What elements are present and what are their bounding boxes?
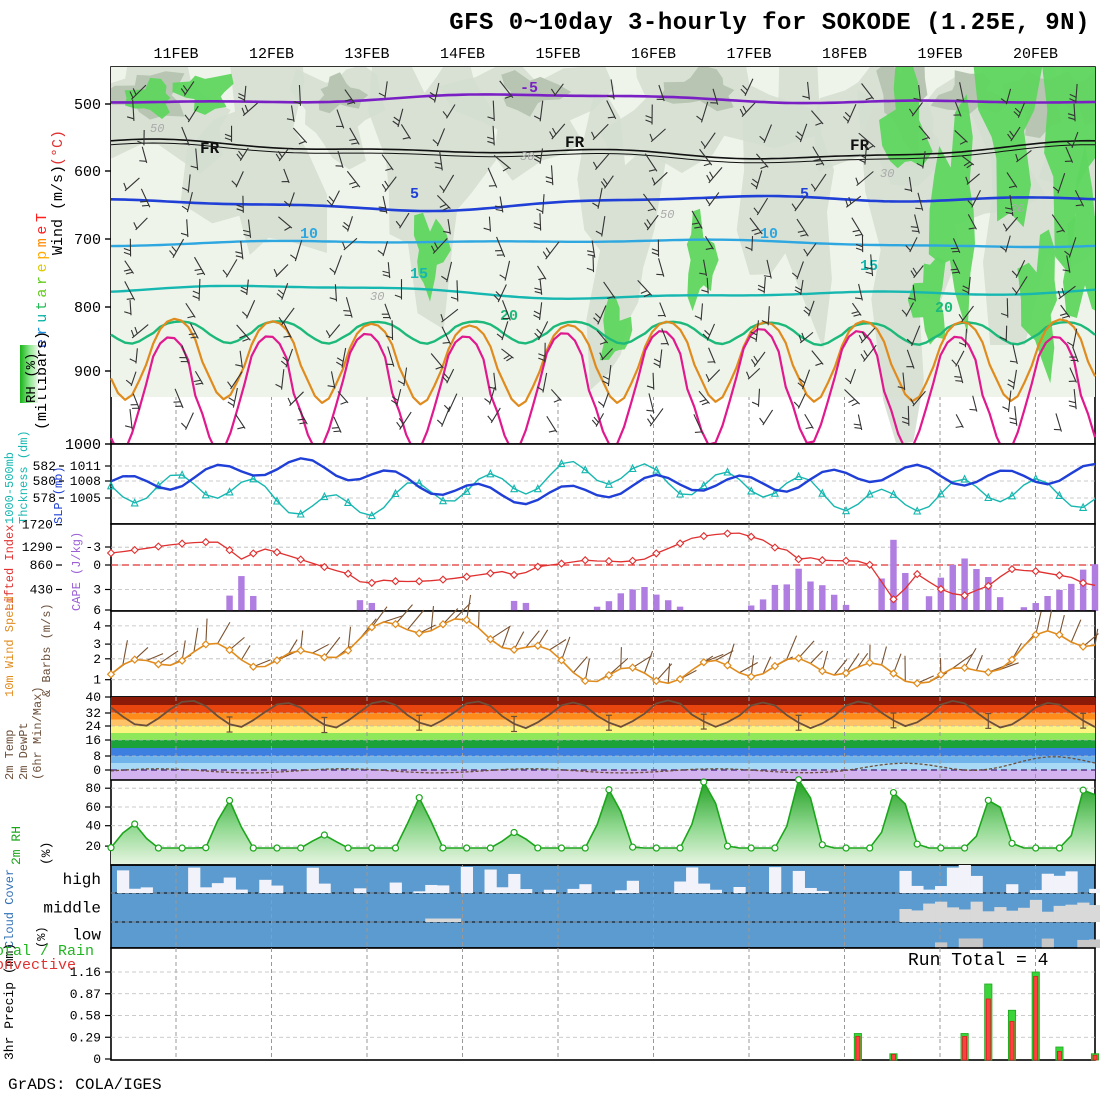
svg-text:CAPE (J/kg): CAPE (J/kg) — [70, 532, 84, 611]
svg-text:20: 20 — [935, 300, 953, 317]
svg-text:80: 80 — [85, 781, 101, 796]
svg-text:5: 5 — [800, 186, 809, 203]
svg-text:860: 860 — [30, 558, 53, 573]
svg-text:r: r — [34, 276, 51, 285]
svg-text:2m DewPt: 2m DewPt — [17, 722, 31, 780]
svg-text:Run Total = 4: Run Total = 4 — [908, 951, 1048, 971]
svg-text:e: e — [34, 263, 51, 272]
svg-text:10m Wind Speed: 10m Wind Speed — [3, 596, 17, 697]
svg-text:16: 16 — [85, 733, 101, 748]
svg-text:RH (%): RH (%) — [24, 353, 40, 403]
svg-text:2m Temp: 2m Temp — [3, 730, 17, 780]
svg-text:t: t — [34, 301, 51, 310]
svg-text:GrADS: COLA/IGES: GrADS: COLA/IGES — [8, 1076, 162, 1094]
svg-text:12FEB: 12FEB — [249, 46, 294, 63]
svg-text:30: 30 — [370, 290, 384, 304]
svg-text:3: 3 — [93, 637, 101, 652]
svg-text:3: 3 — [93, 583, 101, 598]
svg-text:4: 4 — [93, 619, 101, 634]
svg-text:600: 600 — [74, 164, 101, 181]
svg-text:-5: -5 — [520, 80, 538, 97]
svg-text:middle: middle — [43, 900, 101, 918]
svg-text:Thckness (dm): Thckness (dm) — [17, 430, 31, 524]
svg-text:a: a — [34, 289, 51, 298]
svg-text:1720: 1720 — [22, 518, 53, 533]
svg-text:1000: 1000 — [65, 437, 101, 454]
svg-text:40: 40 — [85, 690, 101, 705]
svg-text:p: p — [34, 251, 51, 260]
svg-text:(6hr Min/Max): (6hr Min/Max) — [31, 686, 45, 780]
svg-text:high: high — [63, 871, 101, 889]
svg-text:18FEB: 18FEB — [822, 46, 867, 63]
svg-text:13FEB: 13FEB — [344, 46, 389, 63]
svg-text:20: 20 — [85, 839, 101, 854]
svg-text:0.29: 0.29 — [70, 1030, 101, 1045]
svg-text:900: 900 — [74, 364, 101, 381]
svg-text:(°C): (°C) — [50, 130, 67, 166]
svg-text:50: 50 — [150, 122, 164, 136]
svg-text:1005: 1005 — [70, 491, 101, 506]
svg-text:u: u — [34, 314, 51, 323]
svg-text:SLP (mb): SLP (mb) — [52, 466, 66, 524]
svg-text:430: 430 — [30, 583, 53, 598]
svg-text:1290: 1290 — [22, 540, 53, 555]
svg-text:16FEB: 16FEB — [631, 46, 676, 63]
svg-text:e: e — [34, 226, 51, 235]
svg-text:2: 2 — [93, 652, 101, 667]
svg-text:& Barbs (m/s): & Barbs (m/s) — [40, 603, 54, 697]
svg-text:30: 30 — [880, 167, 894, 181]
svg-text:10: 10 — [760, 226, 778, 243]
svg-text:0: 0 — [93, 558, 101, 573]
svg-text:17FEB: 17FEB — [726, 46, 771, 63]
svg-text:24: 24 — [85, 719, 101, 734]
svg-text:30: 30 — [1010, 202, 1024, 216]
svg-text:15: 15 — [410, 266, 428, 283]
svg-text:T: T — [34, 213, 51, 222]
svg-text:10: 10 — [300, 226, 318, 243]
svg-text:50: 50 — [660, 208, 674, 222]
svg-text:0: 0 — [93, 763, 101, 778]
svg-text:14FEB: 14FEB — [440, 46, 485, 63]
svg-text:1: 1 — [93, 673, 101, 688]
svg-text:800: 800 — [74, 300, 101, 317]
svg-text:(%): (%) — [39, 842, 54, 865]
svg-text:1008: 1008 — [70, 474, 101, 489]
svg-text:20FEB: 20FEB — [1013, 46, 1058, 63]
svg-text:19FEB: 19FEB — [917, 46, 962, 63]
svg-text:500: 500 — [74, 97, 101, 114]
svg-text:1011: 1011 — [70, 459, 101, 474]
svg-text:FR: FR — [565, 134, 585, 152]
svg-text:8: 8 — [93, 749, 101, 764]
svg-text:Wind (m/s): Wind (m/s) — [50, 165, 67, 255]
svg-text:low: low — [72, 927, 101, 945]
svg-text:GFS 0~10day 3-hourly for SOKOD: GFS 0~10day 3-hourly for SOKODE (1.25E, … — [449, 10, 1090, 37]
svg-text:FR: FR — [200, 140, 220, 158]
svg-text:2m RH: 2m RH — [9, 826, 24, 865]
svg-text:m: m — [34, 238, 51, 247]
svg-text:0.58: 0.58 — [70, 1009, 101, 1024]
svg-text:-3: -3 — [85, 540, 101, 555]
svg-text:5: 5 — [410, 186, 419, 203]
svg-text:11FEB: 11FEB — [153, 46, 198, 63]
svg-text:30: 30 — [520, 150, 534, 164]
svg-text:0: 0 — [93, 1052, 101, 1067]
svg-text:6: 6 — [93, 603, 101, 618]
svg-text:Convective: Convective — [0, 957, 76, 974]
svg-text:40: 40 — [85, 819, 101, 834]
svg-text:0.87: 0.87 — [70, 987, 101, 1002]
svg-text:15FEB: 15FEB — [535, 46, 580, 63]
svg-text:700: 700 — [74, 232, 101, 249]
svg-text:60: 60 — [85, 800, 101, 815]
svg-text:Cloud Cover: Cloud Cover — [3, 869, 17, 948]
svg-text:1000-500mb: 1000-500mb — [3, 452, 17, 524]
